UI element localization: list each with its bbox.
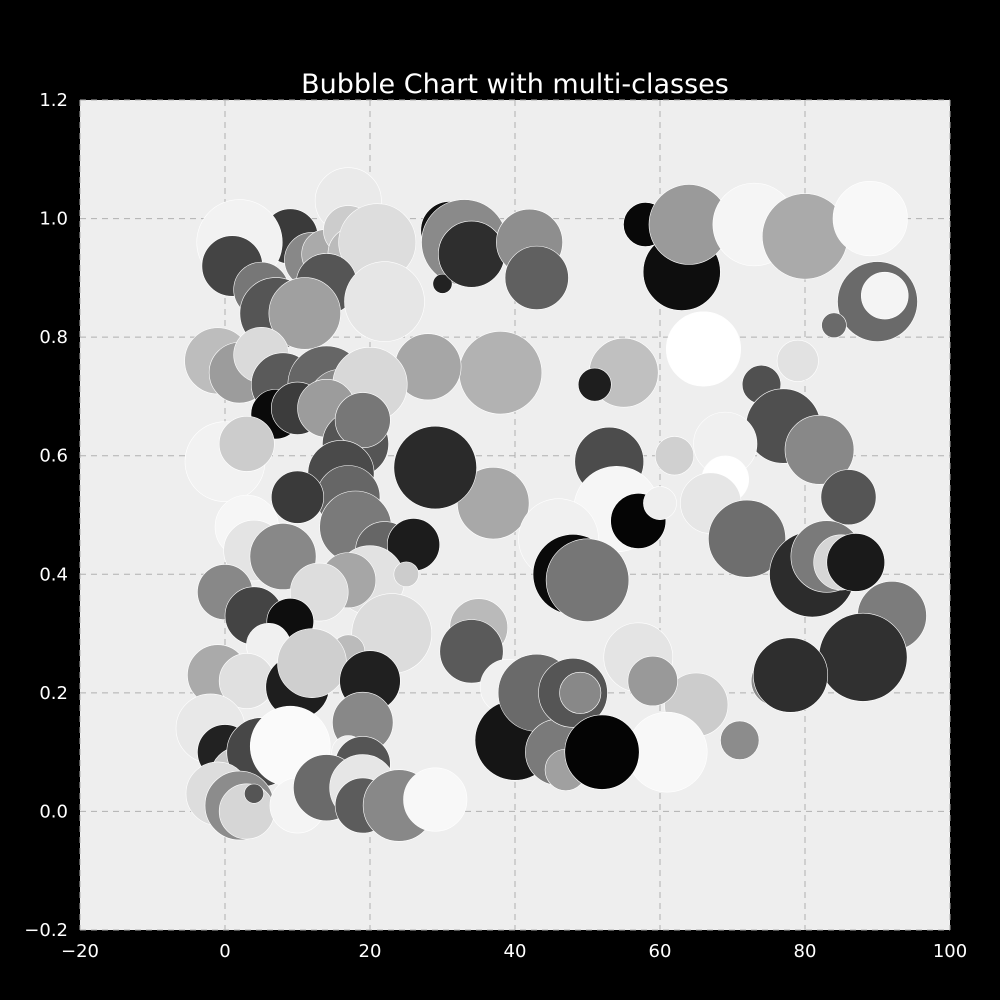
x-tick-label: 20 <box>359 941 382 962</box>
y-tick-label: 0.4 <box>39 564 68 585</box>
bubble-point <box>826 533 886 592</box>
y-tick-label: 1.0 <box>39 209 68 230</box>
bubble-point <box>708 499 786 578</box>
bubble-point <box>393 425 477 510</box>
bubble-point <box>627 655 678 707</box>
bubble-point <box>752 637 829 713</box>
bubble-point <box>504 245 569 310</box>
bubble-point <box>403 767 468 832</box>
x-tick-label: 40 <box>504 941 527 962</box>
bubble-point <box>270 470 325 524</box>
y-tick-label: 1.2 <box>39 90 68 111</box>
bubble-point <box>784 415 855 485</box>
y-tick-label: 0.2 <box>39 683 68 704</box>
bubble-point <box>821 312 847 338</box>
chart-title: Bubble Chart with multi-classes <box>301 69 729 100</box>
x-tick-label: 80 <box>794 941 817 962</box>
bubble-point <box>559 671 602 714</box>
bubble-point <box>438 220 505 288</box>
bubble-point <box>720 720 760 760</box>
y-tick-label: −0.2 <box>24 920 68 941</box>
y-tick-label: 0.8 <box>39 327 68 348</box>
bubble-point <box>277 628 347 698</box>
bubble-point <box>577 367 612 402</box>
bubbles <box>175 167 927 842</box>
bubble-point <box>344 261 425 342</box>
bubble-point <box>665 311 742 387</box>
bubble-point <box>268 277 341 350</box>
bubble-point <box>439 619 504 684</box>
bubble-point <box>334 392 391 449</box>
bubble-point <box>564 714 640 790</box>
bubble-point <box>861 271 909 320</box>
bubble-point <box>820 469 877 526</box>
bubble-point <box>643 486 677 520</box>
x-tick-label: 100 <box>933 941 967 962</box>
bubble-point <box>832 181 908 257</box>
y-tick-label: 0.6 <box>39 446 68 467</box>
bubble-point <box>776 339 819 382</box>
axis-ticks: −20 0 20 40 60 80 100 −0.2 0.0 0.2 0.4 0.6 0.8 1.0 1.2 <box>24 90 967 962</box>
bubble-point <box>457 466 530 540</box>
bubble-point <box>218 415 275 472</box>
bubble-point <box>545 538 630 622</box>
bubble-point <box>393 561 419 587</box>
x-tick-label: 60 <box>649 941 672 962</box>
bubble-point <box>244 783 264 804</box>
bubble-point <box>654 436 695 476</box>
bubble-point <box>818 612 908 702</box>
x-tick-label: −20 <box>61 941 99 962</box>
bubble-point <box>458 331 543 415</box>
y-tick-label: 0.0 <box>39 801 68 822</box>
x-tick-label: 0 <box>219 941 230 962</box>
bubble-point <box>432 273 453 294</box>
